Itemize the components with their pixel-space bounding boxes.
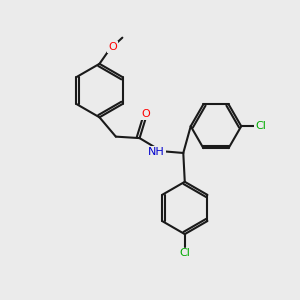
Text: O: O [141,109,150,119]
Text: Cl: Cl [255,121,266,131]
Text: Cl: Cl [179,248,190,258]
Text: NH: NH [148,147,165,157]
Text: O: O [108,42,117,52]
